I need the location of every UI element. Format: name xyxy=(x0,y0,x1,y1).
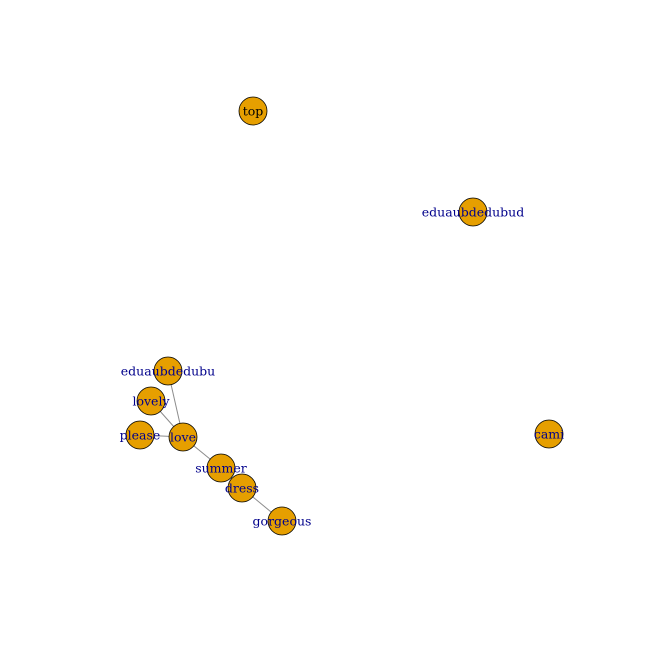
node-label: please xyxy=(120,428,161,443)
node-label: top xyxy=(243,104,264,119)
node-label: gorgeous xyxy=(253,514,312,529)
node-label: lovely xyxy=(132,394,170,409)
node-circle xyxy=(458,197,488,227)
node-lovely: lovely xyxy=(132,386,170,416)
node-circle xyxy=(136,386,166,416)
node-summer: summer xyxy=(195,453,247,483)
node-label: summer xyxy=(195,461,247,476)
node-circle xyxy=(125,420,155,450)
node-dress: dress xyxy=(225,473,259,503)
node-please: please xyxy=(120,420,161,450)
node-label: cami xyxy=(534,427,564,442)
nodes-layer: top eduaubdedubud eduaubdedubu lovely please… xyxy=(120,96,564,536)
node-circle xyxy=(267,506,297,536)
node-circle xyxy=(534,419,564,449)
node-eduaubdedubud: eduaubdedubud xyxy=(422,197,524,227)
node-eduaubdedubu: eduaubdedubu xyxy=(121,356,215,386)
node-love: love xyxy=(168,422,198,452)
node-label: eduaubdedubu xyxy=(121,364,215,379)
node-label: eduaubdedubud xyxy=(422,205,524,220)
node-cami: cami xyxy=(534,419,564,449)
node-circle xyxy=(168,422,198,452)
node-circle xyxy=(227,473,257,503)
node-top: top xyxy=(238,96,268,126)
node-label: dress xyxy=(225,481,259,496)
node-circle xyxy=(238,96,268,126)
node-circle xyxy=(206,453,236,483)
node-circle xyxy=(153,356,183,386)
node-label: love xyxy=(170,430,196,445)
node-gorgeous: gorgeous xyxy=(253,506,312,536)
